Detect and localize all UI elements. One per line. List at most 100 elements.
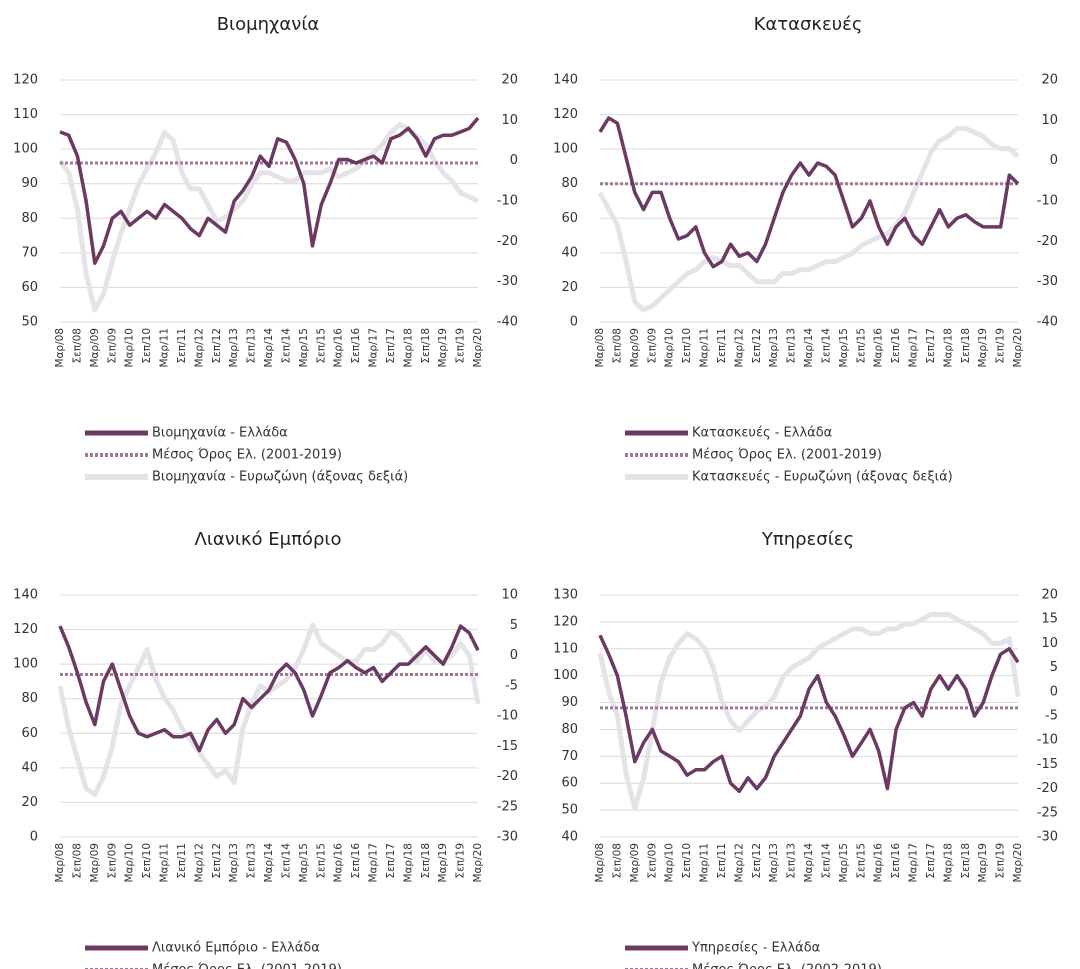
y-tick-label: 60 xyxy=(21,726,38,741)
panel: Υπηρεσίες405060708090100110120130-30-25-… xyxy=(553,529,1058,969)
y-tick-label: 60 xyxy=(561,776,578,791)
y2-tick-label: 10 xyxy=(1041,636,1058,651)
y2-tick-label: -10 xyxy=(497,194,518,209)
x-tick-label: Μαρ/15 xyxy=(298,328,310,368)
y-tick-label: 110 xyxy=(13,107,38,122)
x-tick-label: Σεπ/16 xyxy=(350,843,362,879)
y2-tick-label: -40 xyxy=(497,315,518,330)
y2-tick-label: -40 xyxy=(1037,315,1058,330)
x-tick-label: Μαρ/14 xyxy=(803,328,815,368)
x-tick-label: Μαρ/20 xyxy=(1012,328,1024,368)
x-tick-label: Σεπ/14 xyxy=(280,328,292,364)
x-tick-label: Μαρ/08 xyxy=(54,328,66,368)
y2-tick-label: -5 xyxy=(505,678,518,693)
x-tick-label: Σεπ/19 xyxy=(455,843,467,879)
x-tick-label: Μαρ/12 xyxy=(733,328,745,368)
x-tick-label: Μαρ/18 xyxy=(942,328,954,368)
x-tick-label: Μαρ/17 xyxy=(908,328,920,368)
y-tick-label: 120 xyxy=(13,622,38,637)
y-tick-label: 80 xyxy=(561,722,578,737)
chart-title: Βιομηχανία xyxy=(217,14,320,35)
x-tick-label: Μαρ/10 xyxy=(124,328,136,368)
y-tick-label: 80 xyxy=(21,691,38,706)
y-tick-label: 130 xyxy=(553,588,578,603)
x-tick-label: Σεπ/15 xyxy=(315,843,327,879)
chart-title: Υπηρεσίες xyxy=(761,529,854,550)
x-tick-label: Μαρ/08 xyxy=(54,843,66,883)
x-tick-label: Μαρ/15 xyxy=(838,843,850,883)
x-tick-label: Μαρ/13 xyxy=(228,328,240,368)
y-tick-label: 100 xyxy=(13,657,38,672)
panel: Βιομηχανία5060708090100110120-40-30-20-1… xyxy=(13,14,518,485)
series-line xyxy=(597,611,1021,811)
y2-tick-label: -25 xyxy=(497,799,518,814)
x-tick-label: Σεπ/18 xyxy=(960,843,972,879)
x-tick-label: Μαρ/20 xyxy=(1012,843,1024,883)
x-tick-label: Μαρ/12 xyxy=(733,843,745,883)
x-tick-label: Μαρ/20 xyxy=(472,328,484,368)
x-tick-label: Σεπ/13 xyxy=(786,843,798,879)
y-tick-label: 20 xyxy=(561,280,578,295)
y-tick-label: 20 xyxy=(21,795,38,810)
x-tick-label: Σεπ/11 xyxy=(716,843,728,879)
x-tick-label: Μαρ/16 xyxy=(333,843,345,883)
x-tick-label: Σεπ/14 xyxy=(280,843,292,879)
x-tick-label: Μαρ/14 xyxy=(803,843,815,883)
x-tick-label: Σεπ/12 xyxy=(751,843,763,879)
x-tick-label: Μαρ/08 xyxy=(594,843,606,883)
x-tick-label: Σεπ/10 xyxy=(141,328,153,364)
x-tick-label: Σεπ/17 xyxy=(385,843,397,879)
x-tick-label: Σεπ/09 xyxy=(106,843,118,879)
series-line xyxy=(58,624,480,753)
series-line xyxy=(59,116,480,265)
x-tick-label: Μαρ/19 xyxy=(977,843,989,883)
legend-label: Λιανικό Εμπόριο - Ελλάδα xyxy=(152,941,320,956)
x-tick-label: Σεπ/13 xyxy=(246,843,258,879)
x-tick-label: Μαρ/20 xyxy=(472,843,484,883)
panel: Λιανικό Εμπόριο020406080100120140-30-25-… xyxy=(13,529,518,969)
x-tick-label: Σεπ/08 xyxy=(611,843,623,879)
y-tick-label: 80 xyxy=(21,211,38,226)
x-tick-label: Σεπ/15 xyxy=(855,328,867,364)
y2-tick-label: 20 xyxy=(501,73,518,88)
x-tick-label: Σεπ/16 xyxy=(890,843,902,879)
x-tick-label: Μαρ/09 xyxy=(629,843,641,883)
y-tick-label: 100 xyxy=(13,142,38,157)
y-tick-label: 100 xyxy=(553,668,578,683)
series-line xyxy=(598,634,1020,794)
y2-tick-label: 0 xyxy=(1050,153,1058,168)
x-tick-label: Σεπ/13 xyxy=(246,328,258,364)
x-tick-label: Μαρ/12 xyxy=(193,328,205,368)
y2-tick-label: -20 xyxy=(497,234,518,249)
x-tick-label: Μαρ/11 xyxy=(699,843,711,883)
x-tick-label: Μαρ/19 xyxy=(977,328,989,368)
legend-label: Βιομηχανία - Ευρωζώνη (άξονας δεξιά) xyxy=(152,470,408,485)
y-tick-label: 50 xyxy=(21,315,38,330)
x-tick-label: Μαρ/16 xyxy=(873,328,885,368)
x-tick-label: Μαρ/19 xyxy=(437,843,449,883)
y2-tick-label: 5 xyxy=(1050,660,1058,675)
legend-label: Μέσος Όρος Ελ. (2002-2019) xyxy=(692,963,882,969)
x-tick-label: Σεπ/12 xyxy=(211,843,223,879)
x-tick-label: Μαρ/15 xyxy=(838,328,850,368)
x-tick-label: Σεπ/19 xyxy=(995,843,1007,879)
x-tick-label: Μαρ/10 xyxy=(664,843,676,883)
y2-tick-label: -30 xyxy=(1037,830,1058,845)
x-tick-label: Μαρ/09 xyxy=(89,328,101,368)
series-line xyxy=(597,125,1020,313)
y-tick-label: 0 xyxy=(570,315,578,330)
x-tick-label: Σεπ/17 xyxy=(385,328,397,364)
chart-title: Λιανικό Εμπόριο xyxy=(195,529,342,550)
x-tick-label: Σεπ/16 xyxy=(890,328,902,364)
y2-tick-label: -10 xyxy=(1037,194,1058,209)
y2-tick-label: 10 xyxy=(501,113,518,128)
y2-tick-label: -10 xyxy=(497,709,518,724)
y2-tick-label: -30 xyxy=(1037,274,1058,289)
x-tick-label: Μαρ/08 xyxy=(594,328,606,368)
legend-label: Κατασκευές - Ευρωζώνη (άξονας δεξιά) xyxy=(692,470,953,485)
x-tick-label: Μαρ/17 xyxy=(368,328,380,368)
y-tick-label: 70 xyxy=(561,749,578,764)
x-tick-label: Σεπ/13 xyxy=(786,328,798,364)
x-tick-label: Μαρ/19 xyxy=(437,328,449,368)
x-tick-label: Σεπ/15 xyxy=(315,328,327,364)
